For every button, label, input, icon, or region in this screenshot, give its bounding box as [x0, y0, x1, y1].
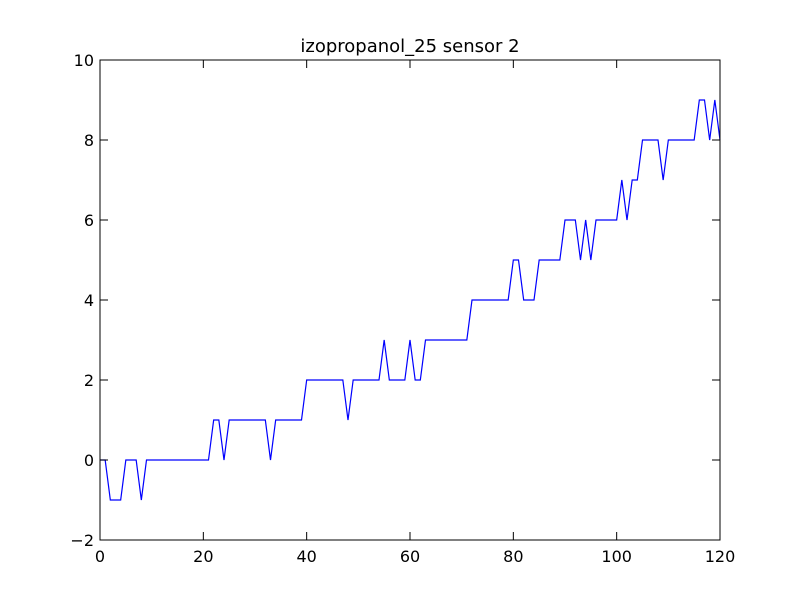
axis-ticks: [99, 59, 721, 541]
x-tick-label: 120: [705, 547, 736, 566]
y-tick-label: 2: [84, 371, 94, 390]
y-tick-label: 6: [84, 211, 94, 230]
y-tick-label: −2: [70, 531, 94, 550]
axes-frame: [99, 59, 721, 541]
x-tick-label: 100: [601, 547, 632, 566]
x-tick-label: 0: [95, 547, 105, 566]
plot-area: [100, 99, 721, 501]
x-tick-label: 60: [400, 547, 420, 566]
series-line-0: [100, 99, 721, 501]
y-tick-label: 8: [84, 131, 94, 150]
x-tick-label: 20: [193, 547, 213, 566]
chart-title: izopropanol_25 sensor 2: [300, 36, 519, 57]
x-tick-label: 80: [503, 547, 523, 566]
y-tick-label: 0: [84, 451, 94, 470]
x-tick-label: 40: [296, 547, 316, 566]
y-tick-label: 10: [74, 51, 94, 70]
y-tick-label: 4: [84, 291, 94, 310]
